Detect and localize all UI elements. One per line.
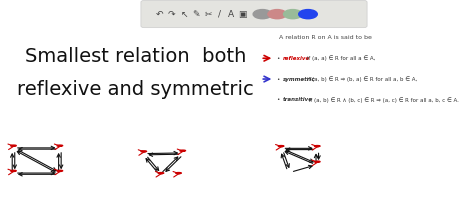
Text: •: •	[277, 77, 283, 82]
Text: ↷: ↷	[168, 10, 175, 19]
Circle shape	[268, 10, 286, 19]
Text: if (a, b) ∈ R ⇒ (b, a) ∈ R for all a, b ∈ A,: if (a, b) ∈ R ⇒ (b, a) ∈ R for all a, b …	[305, 76, 417, 82]
Text: symmetric: symmetric	[283, 77, 315, 82]
Text: •: •	[277, 97, 283, 102]
FancyBboxPatch shape	[141, 0, 367, 28]
Circle shape	[253, 10, 272, 19]
Text: A relation R on A is said to be: A relation R on A is said to be	[279, 35, 372, 40]
Text: reflexive: reflexive	[283, 56, 310, 61]
Text: Smallest relation  both: Smallest relation both	[25, 47, 246, 66]
Text: A: A	[228, 10, 234, 19]
Circle shape	[283, 10, 302, 19]
Text: ↖: ↖	[181, 10, 188, 19]
Circle shape	[299, 10, 317, 19]
Text: if (a, a) ∈ R for all a ∈ A,: if (a, a) ∈ R for all a ∈ A,	[305, 55, 375, 61]
Text: reflexive and symmetric: reflexive and symmetric	[18, 80, 254, 99]
Text: ↶: ↶	[155, 10, 163, 19]
Text: •: •	[277, 56, 283, 61]
Text: ▣: ▣	[238, 10, 246, 19]
Text: /: /	[218, 10, 221, 19]
Text: if (a, b) ∈ R ∧ (b, c) ∈ R ⇒ (a, c) ∈ R for all a, b, c ∈ A.: if (a, b) ∈ R ∧ (b, c) ∈ R ⇒ (a, c) ∈ R …	[307, 97, 459, 103]
Text: transitive: transitive	[283, 97, 313, 102]
Text: ✂: ✂	[205, 10, 212, 19]
Text: ✎: ✎	[192, 10, 200, 19]
